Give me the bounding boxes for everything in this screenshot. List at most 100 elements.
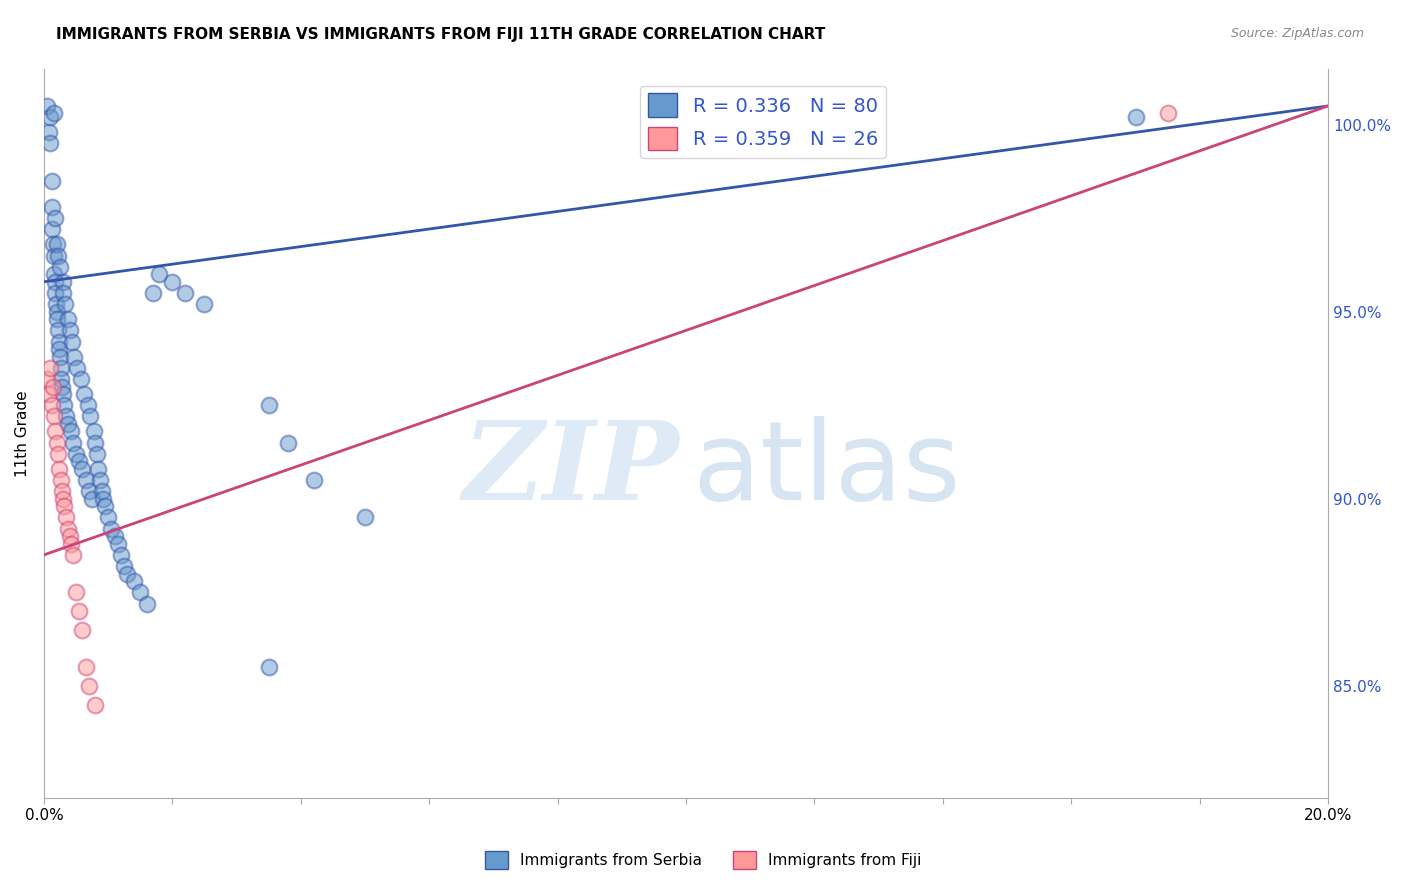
Point bbox=[84, 698, 107, 712]
Point bbox=[84, 435, 107, 450]
Point bbox=[142, 285, 165, 300]
Point bbox=[51, 372, 73, 386]
Point bbox=[55, 510, 77, 524]
Point bbox=[77, 679, 100, 693]
Point bbox=[41, 174, 63, 188]
Point bbox=[103, 529, 125, 543]
Point bbox=[38, 125, 60, 139]
Point bbox=[135, 597, 157, 611]
Point bbox=[1156, 106, 1178, 120]
Point bbox=[41, 200, 63, 214]
Point bbox=[73, 387, 96, 401]
Point bbox=[44, 425, 66, 439]
Point bbox=[42, 106, 65, 120]
Point bbox=[53, 297, 76, 311]
Point bbox=[52, 491, 75, 506]
Point bbox=[39, 110, 62, 124]
Point bbox=[58, 417, 80, 431]
Point bbox=[89, 473, 111, 487]
Point bbox=[49, 350, 72, 364]
Point bbox=[148, 267, 170, 281]
Point bbox=[46, 447, 69, 461]
Point bbox=[53, 398, 76, 412]
Point bbox=[48, 342, 70, 356]
Point bbox=[42, 379, 65, 393]
Point bbox=[162, 275, 184, 289]
Legend: Immigrants from Serbia, Immigrants from Fiji: Immigrants from Serbia, Immigrants from … bbox=[479, 845, 927, 875]
Point bbox=[83, 425, 105, 439]
Point bbox=[193, 297, 215, 311]
Point bbox=[60, 334, 83, 349]
Point bbox=[35, 99, 58, 113]
Point bbox=[55, 409, 77, 424]
Point bbox=[46, 312, 69, 326]
Point bbox=[58, 323, 80, 337]
Point bbox=[39, 136, 62, 151]
Point bbox=[48, 462, 70, 476]
Point bbox=[70, 372, 93, 386]
Point bbox=[79, 409, 101, 424]
Text: ZIP: ZIP bbox=[463, 416, 679, 524]
Point bbox=[46, 323, 69, 337]
Point bbox=[38, 387, 60, 401]
Point bbox=[49, 473, 72, 487]
Point bbox=[129, 585, 152, 599]
Point bbox=[1125, 110, 1147, 124]
Point bbox=[46, 249, 69, 263]
Point bbox=[122, 574, 145, 588]
Y-axis label: 11th Grade: 11th Grade bbox=[15, 390, 30, 476]
Point bbox=[91, 491, 114, 506]
Point bbox=[51, 275, 73, 289]
Point bbox=[354, 510, 377, 524]
Point bbox=[51, 484, 73, 499]
Point bbox=[75, 660, 97, 674]
Point bbox=[41, 398, 63, 412]
Point bbox=[86, 447, 108, 461]
Point bbox=[44, 211, 66, 226]
Point bbox=[94, 500, 117, 514]
Point bbox=[59, 425, 82, 439]
Point bbox=[59, 536, 82, 550]
Point bbox=[51, 379, 73, 393]
Point bbox=[257, 660, 280, 674]
Point bbox=[75, 473, 97, 487]
Point bbox=[90, 484, 112, 499]
Point bbox=[117, 566, 139, 581]
Text: Source: ZipAtlas.com: Source: ZipAtlas.com bbox=[1230, 27, 1364, 40]
Point bbox=[65, 585, 87, 599]
Point bbox=[44, 275, 66, 289]
Point bbox=[72, 462, 94, 476]
Point bbox=[66, 360, 89, 375]
Point bbox=[52, 285, 75, 300]
Point bbox=[257, 398, 280, 412]
Point bbox=[65, 447, 87, 461]
Point bbox=[53, 500, 76, 514]
Point bbox=[97, 510, 120, 524]
Point bbox=[62, 435, 84, 450]
Point bbox=[58, 529, 80, 543]
Point bbox=[35, 372, 58, 386]
Point bbox=[52, 387, 75, 401]
Point bbox=[110, 548, 132, 562]
Point bbox=[58, 522, 80, 536]
Point bbox=[42, 249, 65, 263]
Point bbox=[49, 360, 72, 375]
Point bbox=[44, 267, 66, 281]
Point bbox=[302, 473, 325, 487]
Point bbox=[45, 435, 67, 450]
Text: atlas: atlas bbox=[692, 417, 960, 524]
Point bbox=[67, 604, 90, 618]
Point bbox=[56, 312, 79, 326]
Point bbox=[44, 409, 66, 424]
Point bbox=[77, 484, 100, 499]
Point bbox=[76, 398, 98, 412]
Point bbox=[107, 536, 129, 550]
Point bbox=[174, 285, 197, 300]
Point bbox=[100, 522, 122, 536]
Legend: R = 0.336   N = 80, R = 0.359   N = 26: R = 0.336 N = 80, R = 0.359 N = 26 bbox=[640, 86, 886, 158]
Point bbox=[48, 334, 70, 349]
Point bbox=[45, 237, 67, 252]
Point bbox=[45, 304, 67, 318]
Point bbox=[39, 360, 62, 375]
Text: IMMIGRANTS FROM SERBIA VS IMMIGRANTS FROM FIJI 11TH GRADE CORRELATION CHART: IMMIGRANTS FROM SERBIA VS IMMIGRANTS FRO… bbox=[56, 27, 825, 42]
